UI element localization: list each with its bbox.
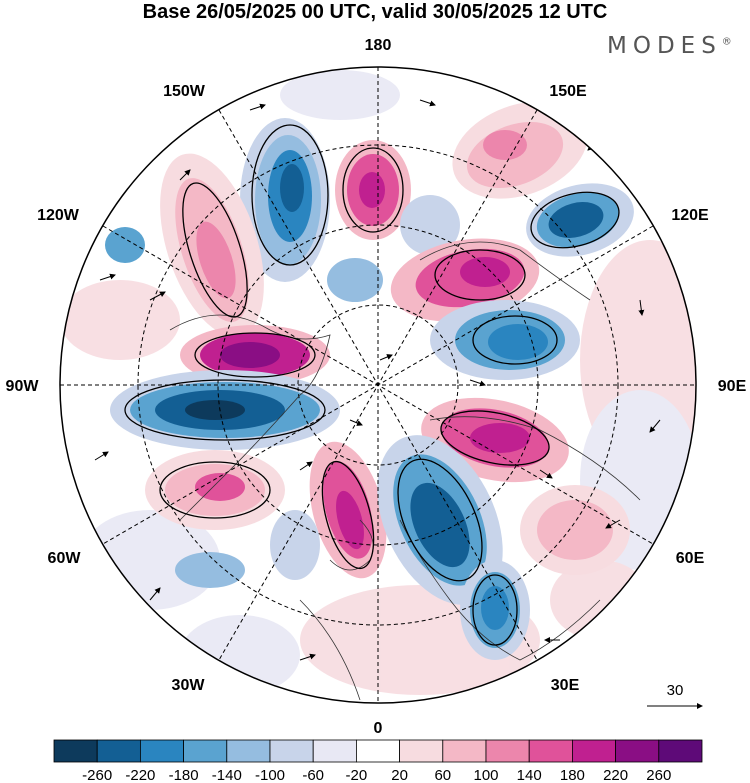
lon-label-120w: 120W <box>37 207 80 224</box>
colorbar-tick-label: 100 <box>473 767 498 783</box>
colorbar-tick-label: -20 <box>346 767 368 783</box>
colorbar-swatch <box>572 739 617 763</box>
logo-text: MODES <box>607 33 722 59</box>
lon-label-180: 180 <box>365 37 392 54</box>
lon-label-60e: 60E <box>676 550 705 567</box>
registered-mark: ® <box>721 36 732 48</box>
modes-logo: MODES® <box>607 33 732 59</box>
colorbar-tick-label: 220 <box>603 767 628 783</box>
colorbar-swatch <box>183 739 228 763</box>
anomaly-field <box>60 67 696 703</box>
colorbar-swatch <box>96 739 141 763</box>
lon-label-90e: 90E <box>718 378 747 395</box>
lon-label-120e: 120E <box>671 207 709 224</box>
colorbar-swatch <box>312 739 357 763</box>
colorbar-swatch <box>355 739 400 763</box>
colorbar-tick-label: -140 <box>212 767 242 783</box>
lon-label-0: 0 <box>374 720 383 737</box>
colorbar-tick-label: 20 <box>391 767 408 783</box>
longitude-labels: 180 0 90W 90E 150W 150E 120W 120E 60W 60… <box>6 37 747 737</box>
wind-vectors <box>94 99 661 661</box>
lon-label-30e: 30E <box>551 677 580 694</box>
colorbar-swatch <box>269 739 314 763</box>
colorbar-tick-label: -220 <box>125 767 155 783</box>
lon-label-60w: 60W <box>48 550 82 567</box>
vector-reference-label: 30 <box>667 682 684 699</box>
vector-reference: 30 <box>647 682 703 709</box>
map-boundary <box>59 66 697 704</box>
anomaly-centers <box>105 101 634 660</box>
colorbar-tick-label: -180 <box>169 767 199 783</box>
colorbar-swatch <box>226 739 271 763</box>
colorbar-swatch <box>658 739 703 763</box>
coastlines <box>169 241 641 701</box>
colorbar-swatch <box>399 739 444 763</box>
colorbar-tick-label: 260 <box>646 767 671 783</box>
lon-label-90w: 90W <box>6 378 40 395</box>
colorbar-tick-label: 140 <box>517 767 542 783</box>
colorbar-swatch <box>485 739 530 763</box>
colorbar-swatch <box>442 739 487 763</box>
colorbar: -260 -220 -180 -140 -100 -60 -20 20 60 100 140 180 2… <box>53 739 703 783</box>
contours <box>124 124 620 646</box>
lon-label-150e: 150E <box>549 83 587 100</box>
lon-label-30w: 30W <box>172 677 206 694</box>
graticule <box>60 67 696 703</box>
colorbar-tick-label: 180 <box>560 767 585 783</box>
colorbar-swatch <box>615 739 660 763</box>
colorbar-tick-label: -100 <box>255 767 285 783</box>
colorbar-tick-label: -60 <box>302 767 324 783</box>
lon-label-150w: 150W <box>163 83 206 100</box>
colorbar-swatch <box>53 739 98 763</box>
colorbar-swatch <box>139 739 184 763</box>
map-title: Base 26/05/2025 00 UTC, valid 30/05/2025… <box>142 1 608 23</box>
colorbar-swatch <box>528 739 573 763</box>
colorbar-tick-label: -260 <box>82 767 112 783</box>
colorbar-tick-label: 60 <box>434 767 451 783</box>
